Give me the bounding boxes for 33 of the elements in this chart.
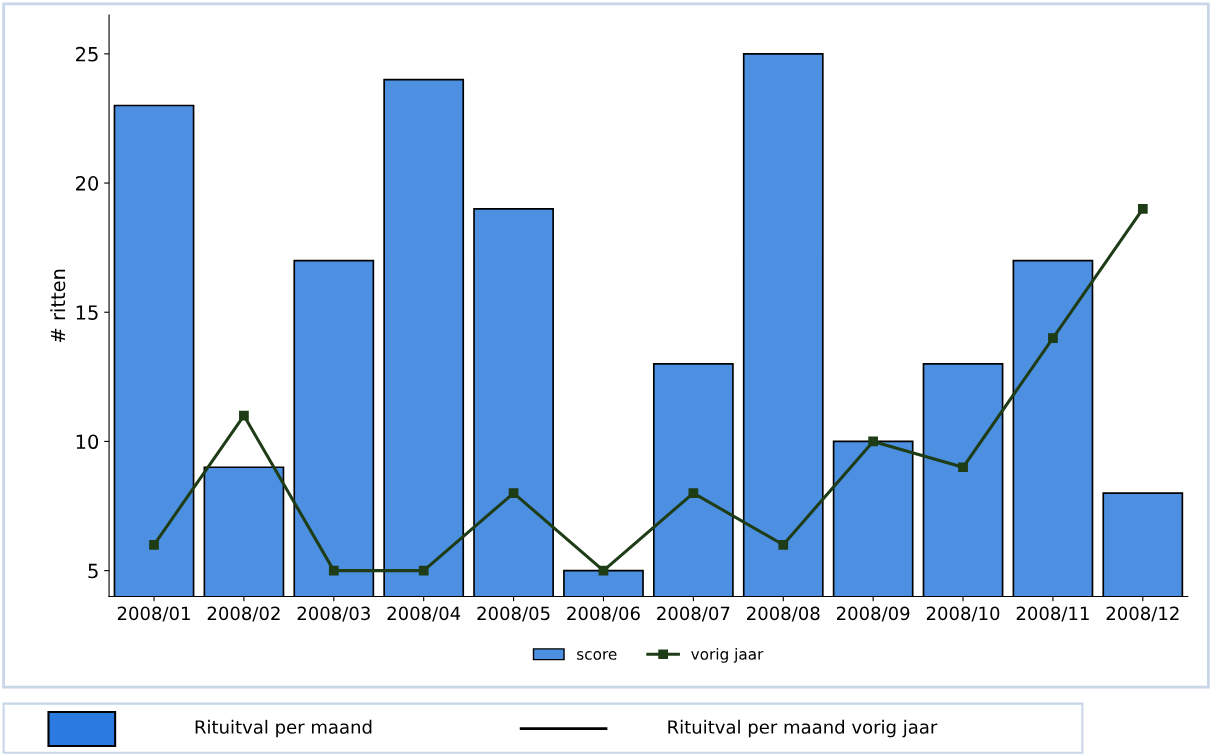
x-tick-label: 2008/11 xyxy=(1016,606,1089,622)
point xyxy=(688,488,699,498)
point xyxy=(868,436,879,447)
x-tick-label: 2008/06 xyxy=(567,606,640,622)
x-tick-label: 2008/03 xyxy=(297,606,370,622)
x-tick-label: 2008/04 xyxy=(387,606,461,622)
point xyxy=(508,488,519,498)
x-tick-label: 2008/07 xyxy=(657,606,730,622)
text: Rituitval per maand vorig jaar xyxy=(668,719,938,738)
x-tick-label: 2008/12 xyxy=(1106,606,1179,622)
legend-label: score xyxy=(577,651,617,660)
point xyxy=(1137,204,1148,214)
x-tick-label: 2008/09 xyxy=(836,606,910,622)
y-tick-label: 5 xyxy=(88,563,98,579)
text: Rituitval per maand xyxy=(195,719,372,738)
point xyxy=(418,565,429,576)
point xyxy=(958,462,968,473)
x-tick-label: 2008/05 xyxy=(477,606,550,622)
x-tick-label: 2008/02 xyxy=(207,606,280,622)
point xyxy=(239,410,249,421)
point xyxy=(149,539,159,550)
y-tick-label: 15 xyxy=(76,305,98,320)
x-tick-label: 2008/08 xyxy=(747,606,820,622)
point xyxy=(1048,333,1058,343)
legend-label: vorig jaar xyxy=(691,647,764,663)
x-tick-label: 2008/10 xyxy=(926,606,1000,622)
point xyxy=(778,539,789,550)
y-tick-label: 25 xyxy=(76,46,98,62)
y-axis-title: # ritten xyxy=(50,269,66,342)
y-tick-label: 10 xyxy=(76,434,99,450)
point xyxy=(328,565,339,576)
y-tick-label: 20 xyxy=(76,176,99,191)
x-tick-label: 2008/01 xyxy=(117,606,190,622)
